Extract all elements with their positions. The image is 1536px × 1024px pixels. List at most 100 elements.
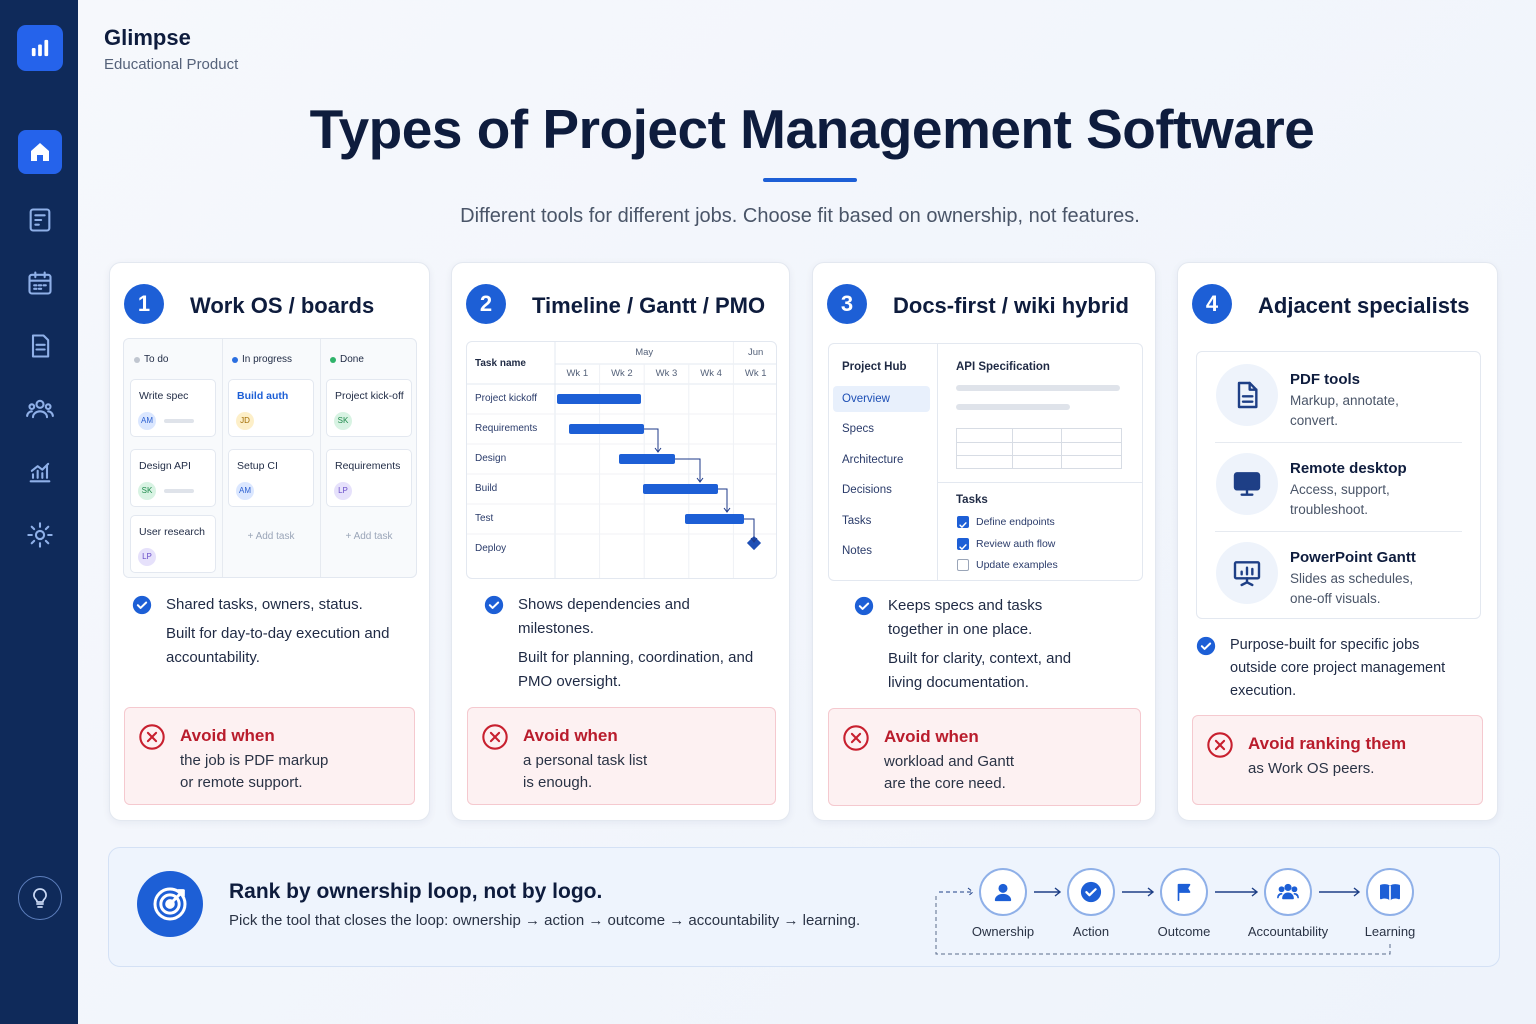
help-button[interactable] (18, 876, 62, 920)
icon-part (29, 462, 51, 483)
task-card[interactable]: User research LP (130, 515, 216, 573)
avoid-icon (138, 723, 166, 751)
docs-nav-item[interactable]: Specs (842, 423, 874, 436)
step-label: Accountability (1247, 924, 1329, 939)
icon-part (31, 143, 49, 161)
task-card[interactable]: Setup CI AM (228, 449, 314, 507)
task-card[interactable]: Design API SK (130, 449, 216, 507)
nav-calendar[interactable] (26, 269, 54, 297)
owner-avatar: SK (334, 412, 352, 430)
icon-part (31, 48, 36, 57)
icon-part (1177, 883, 1191, 902)
task-row-label: Requirements (475, 423, 538, 434)
icon-part (159, 893, 181, 915)
month-label: Jun (748, 347, 764, 358)
step-icon (1277, 881, 1299, 903)
board-mockup: To do Write spec AM Design API SK User resear… (123, 338, 417, 578)
gantt-shape (644, 428, 659, 452)
card: 3 Docs-first / wiki hybrid Project Hub Over… (812, 262, 1156, 821)
task-card[interactable]: Project kick-off SK (326, 379, 412, 437)
icon-part (1284, 883, 1292, 891)
card-number: 1 (124, 284, 164, 324)
point-text: Shared tasks, owners, status. (166, 596, 363, 613)
checkmark (958, 539, 968, 550)
icon-part (1237, 381, 1258, 409)
docs-nav-item[interactable]: Overview (842, 393, 890, 405)
nav-tasks[interactable] (26, 206, 54, 234)
connector (1034, 887, 1062, 897)
checkbox[interactable] (957, 516, 969, 528)
column-divider (320, 339, 321, 577)
specialist-icon (1216, 364, 1278, 426)
specialist-description: Access, support, troubleshoot. (1290, 482, 1390, 517)
title-underline (763, 178, 857, 182)
week-label: Wk 1 (566, 368, 589, 379)
nav-team[interactable] (26, 395, 54, 423)
avoid-box: Avoid when the job is PDF markup or remot… (124, 707, 415, 805)
nav-docs[interactable] (26, 332, 54, 360)
add-task: + Add task (345, 531, 393, 542)
nav-settings[interactable] (26, 521, 54, 549)
task-name: Design API (139, 460, 191, 472)
point-text: Shows dependencies and milestones. (518, 596, 690, 637)
icon-part (139, 724, 165, 750)
docs-nav-item[interactable]: Tasks (842, 514, 872, 527)
text-placeholder (956, 404, 1070, 410)
icon-part (27, 522, 53, 548)
owner-avatar: SK (138, 482, 156, 500)
specialist-glyph (1231, 468, 1263, 500)
specialist-icon (1216, 453, 1278, 515)
specialist-glyph (1231, 557, 1263, 589)
target-glyph (150, 884, 190, 924)
gantt-mockup: Task name May Jun Wk 1 Wk 2 Wk 3 Wk 4 Wk 1 Proje… (466, 341, 777, 579)
icon-part (1380, 884, 1400, 901)
gantt-shape (696, 477, 704, 483)
step-icon (1080, 881, 1102, 903)
avoid-text: the job is PDF markup or remote support. (180, 752, 329, 791)
task-card[interactable]: Write spec AM (130, 379, 216, 437)
task-card[interactable]: Build auth JD (228, 379, 314, 437)
checkbox[interactable] (957, 559, 969, 571)
icon-part (959, 522, 967, 528)
docs-nav-item[interactable]: Notes (842, 545, 873, 557)
icon-part (1196, 636, 1216, 656)
icon-part (31, 143, 49, 161)
icon-part (1291, 886, 1298, 893)
icon-part (854, 596, 874, 616)
icon-part (482, 724, 508, 750)
docs-nav-item[interactable]: Architecture (842, 453, 904, 466)
icon-part (31, 334, 50, 358)
task-card[interactable]: Requirements LP (326, 449, 412, 507)
nav-home[interactable] (18, 130, 62, 174)
icon-part (843, 725, 869, 751)
icon-part (959, 543, 967, 550)
nav-reports[interactable] (26, 458, 54, 486)
icon-part (139, 724, 165, 750)
icon-part (26, 399, 54, 419)
avoid-title: Avoid when (180, 726, 275, 745)
connector (935, 896, 1391, 955)
avoid-box: Avoid when workload and Gantt are the cor… (828, 708, 1141, 806)
checkbox[interactable] (957, 537, 969, 550)
icon-part (959, 543, 967, 550)
icon-part (31, 334, 50, 358)
icon-part (31, 39, 49, 57)
gantt-shape (675, 458, 701, 482)
docs-nav-item[interactable]: Decisions (842, 484, 892, 497)
gantt-shape (619, 454, 675, 464)
gantt-shape (718, 488, 728, 512)
step-label: Outcome (1157, 924, 1211, 939)
card-title: Work OS / boards (190, 293, 375, 318)
page-subtitle: Different tools for different jobs. Choo… (460, 205, 1140, 227)
icon-part (34, 214, 46, 226)
icon-part (1277, 883, 1299, 900)
gantt-shape (750, 537, 758, 543)
owner-avatar: JD (236, 412, 254, 430)
brand-tagline: Educational Product (104, 56, 239, 73)
column-name: Done (340, 354, 364, 365)
specialist-name: Remote desktop (1290, 460, 1407, 477)
status-dot (134, 357, 140, 363)
icon-part (1237, 381, 1258, 409)
icon-part (994, 883, 1012, 902)
